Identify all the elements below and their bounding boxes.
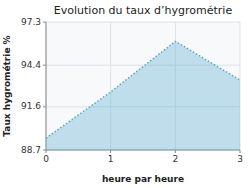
plot-background <box>46 22 240 150</box>
tick-label: 97.3 <box>21 17 41 27</box>
grid <box>46 22 240 150</box>
grid-line <box>46 22 47 150</box>
chart-container: 88.7 91.6 94.4 97.3 0 1 2 3 Evolution du taux d’… <box>0 0 250 188</box>
page: {"chart_data": {"type": "area", "title":… <box>0 0 250 188</box>
tick-label: 0 <box>43 154 49 164</box>
data <box>46 41 240 150</box>
y-axis-line <box>46 22 47 150</box>
grid-line <box>46 22 240 23</box>
chart: 88.7 91.6 94.4 97.3 0 1 2 3 Evolution du taux d’… <box>0 0 250 188</box>
line <box>46 41 240 138</box>
tick-label: 88.7 <box>21 145 41 155</box>
axes: 88.7 91.6 94.4 97.3 0 1 2 3 <box>21 17 243 165</box>
y-axis-label: Taux hygrométrie % <box>2 35 12 136</box>
title: Evolution du taux d’hygrométrie <box>54 4 233 17</box>
x-axis-label: heure par heure <box>102 174 184 184</box>
tick-label: 3 <box>237 154 243 164</box>
tick-label: 91.6 <box>21 101 41 111</box>
tick-label: 94.4 <box>21 60 41 70</box>
tick-label: 2 <box>172 154 178 164</box>
area <box>46 41 240 150</box>
tick-label: 1 <box>108 154 114 164</box>
